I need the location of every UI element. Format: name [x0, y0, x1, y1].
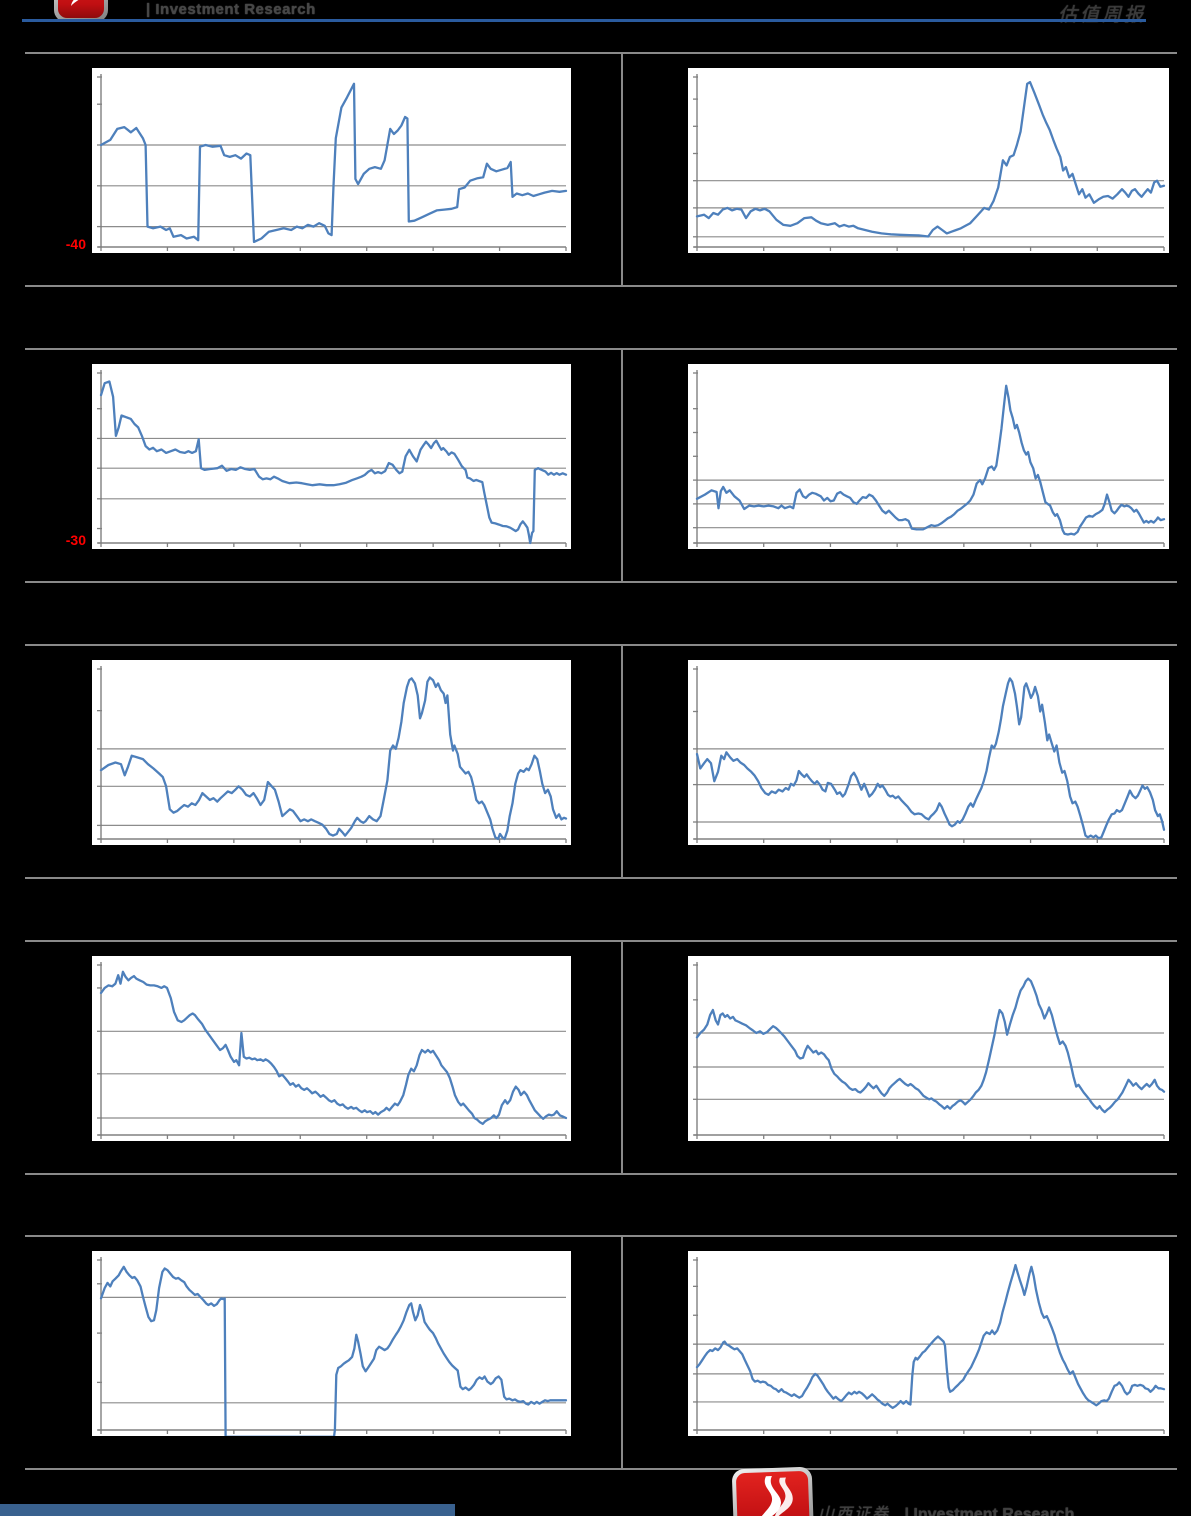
line-series — [695, 80, 1166, 238]
table-border-line — [25, 52, 1177, 54]
footer-accent-bar — [0, 1504, 455, 1516]
chart-canvas — [92, 364, 571, 549]
chart-row2-right — [688, 364, 1169, 549]
chart-row1-right — [688, 68, 1169, 253]
table-border-line — [25, 1468, 1177, 1470]
table-border-line — [25, 877, 1177, 879]
chart-canvas — [688, 660, 1169, 845]
chart-row3-right — [688, 660, 1169, 845]
brand-text: | Investment Research — [146, 1, 316, 18]
column-divider — [621, 1235, 623, 1468]
table-border-line — [25, 285, 1177, 287]
chart-row4-left — [92, 956, 571, 1141]
table-border-line — [25, 1235, 1177, 1237]
column-divider — [621, 348, 623, 581]
line-series — [695, 977, 1166, 1114]
footer-brand-logo-face — [735, 1470, 811, 1516]
chart-canvas — [688, 956, 1169, 1141]
column-divider — [621, 52, 623, 285]
header-rule — [22, 19, 1146, 22]
table-border-line — [25, 348, 1177, 350]
footer-brand-text: 山西证券 | Investment Research — [818, 1500, 1074, 1516]
line-series — [695, 677, 1166, 840]
chart-canvas — [688, 364, 1169, 549]
chart-row5-left — [92, 1251, 571, 1436]
logo-swirl-icon — [71, 0, 79, 6]
column-divider — [621, 940, 623, 1173]
line-series — [99, 676, 568, 841]
chart-canvas — [92, 660, 571, 845]
chart-canvas — [92, 956, 571, 1141]
axis-min-label: -30 — [65, 532, 86, 548]
chart-canvas — [92, 68, 571, 253]
chart-row1-left: -40 — [66, 68, 571, 253]
brand-logo-icon — [58, 0, 104, 18]
column-divider — [621, 644, 623, 877]
chart-row3-left — [92, 660, 571, 845]
axis-min-label: -40 — [65, 236, 86, 252]
chart-row5-right — [688, 1251, 1169, 1436]
chart-row2-left: -30 — [66, 364, 571, 549]
footer-brand-logo — [731, 1466, 815, 1516]
line-series — [99, 970, 568, 1126]
line-series — [99, 380, 568, 545]
report-type-title: 估值周报 — [1058, 4, 1147, 26]
table-border-line — [25, 644, 1177, 646]
line-series — [99, 82, 568, 244]
line-series — [99, 1265, 568, 1436]
table-border-line — [25, 940, 1177, 942]
chart-row4-right — [688, 956, 1169, 1141]
table-border-line — [25, 1173, 1177, 1175]
chart-canvas — [688, 68, 1169, 253]
footer-logo-swirl-icon — [755, 1476, 793, 1516]
line-series — [695, 384, 1166, 536]
chart-canvas — [92, 1251, 571, 1436]
footer-brand-cn: 山西证券 — [818, 1504, 891, 1516]
brand-logo — [54, 0, 108, 22]
footer-brand-en: | Investment Research — [904, 1506, 1075, 1516]
chart-canvas — [688, 1251, 1169, 1436]
line-series — [695, 1263, 1166, 1410]
table-border-line — [25, 581, 1177, 583]
